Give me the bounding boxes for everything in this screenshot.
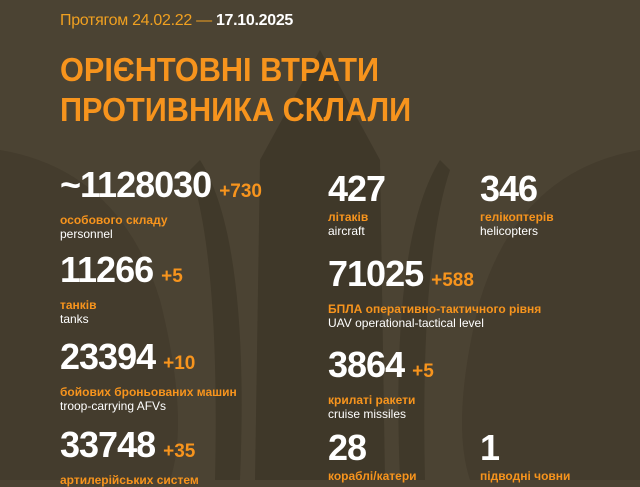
title-line-1: ОРІЄНТОВНІ ВТРАТИ [60,51,380,88]
stat-personnel: ~1128030 +730 особового складу personnel [60,167,262,242]
stat-label-en: tanks [60,312,89,326]
stat-value: 346 [480,168,538,209]
stat-label-en: cruise missiles [328,407,407,421]
stat-afv: 23394 +10 бойових броньованих машин troop… [60,339,237,414]
stat-label-en: aircraft [328,224,365,238]
stat-value: 28 [328,427,367,468]
stat-value: ~1128030 [60,164,212,205]
stat-value: 33748 [60,424,156,465]
stat-delta: +5 [412,361,434,382]
stat-label-en: helicopters [480,224,539,238]
stat-helicopters: 346 гелікоптерів helicopters [480,168,554,239]
stat-value: 1 [480,427,500,468]
stat-delta: +730 [219,181,262,202]
stat-uav: 71025 +588 БПЛА оперативно-тактичного рів… [328,256,542,331]
stat-value: 427 [328,168,386,209]
stat-artillery: 33748 +35 артилерійських систем [60,427,199,487]
stat-value: 3864 [328,344,405,385]
stat-value: 71025 [328,253,424,294]
stat-label-ua: особового складу [60,213,168,227]
stat-label-ua: кораблі/катери [328,469,417,483]
stat-value: 11266 [60,249,154,290]
stat-label-en: UAV operational-tactical level [328,316,484,330]
stat-label-ua: гелікоптерів [480,210,554,224]
stat-delta: +588 [431,270,474,291]
stat-label-en: troop-carrying AFVs [60,399,167,413]
period-date: 17.10.2025 [215,12,294,29]
stat-submarines: 1 підводні човни [480,427,571,484]
stat-delta: +35 [163,441,196,462]
stat-cruise-missiles: 3864 +5 крилаті ракети cruise missiles [328,347,434,422]
stat-label-ua: підводні човни [480,469,571,483]
stat-label-ua: БПЛА оперативно-тактичного рівня [328,302,542,316]
period-text: Протягом 24.02.22 — 17.10.2025 [60,12,293,30]
stat-value: 23394 [60,336,156,377]
stat-tanks: 11266 +5 танків tanks [60,252,183,327]
stat-aircraft: 427 літаків aircraft [328,168,386,239]
period-prefix: Протягом 24.02.22 — [60,12,212,29]
stat-label-en: personnel [60,227,113,241]
stat-label-ua: артилерійських систем [60,473,199,487]
stat-ships: 28 кораблі/катери [328,427,417,484]
stat-label-ua: крилаті ракети [328,393,416,407]
stat-label-ua: танків [60,298,97,312]
stat-delta: +5 [161,266,183,287]
title-line-2: ПРОТИВНИКА СКЛАЛИ [60,91,412,128]
page-title: ОРІЄНТОВНІ ВТРАТИ ПРОТИВНИКА СКЛАЛИ [60,50,411,130]
stat-label-ua: літаків [328,210,369,224]
stat-label-ua: бойових броньованих машин [60,385,237,399]
stat-delta: +10 [163,353,196,374]
